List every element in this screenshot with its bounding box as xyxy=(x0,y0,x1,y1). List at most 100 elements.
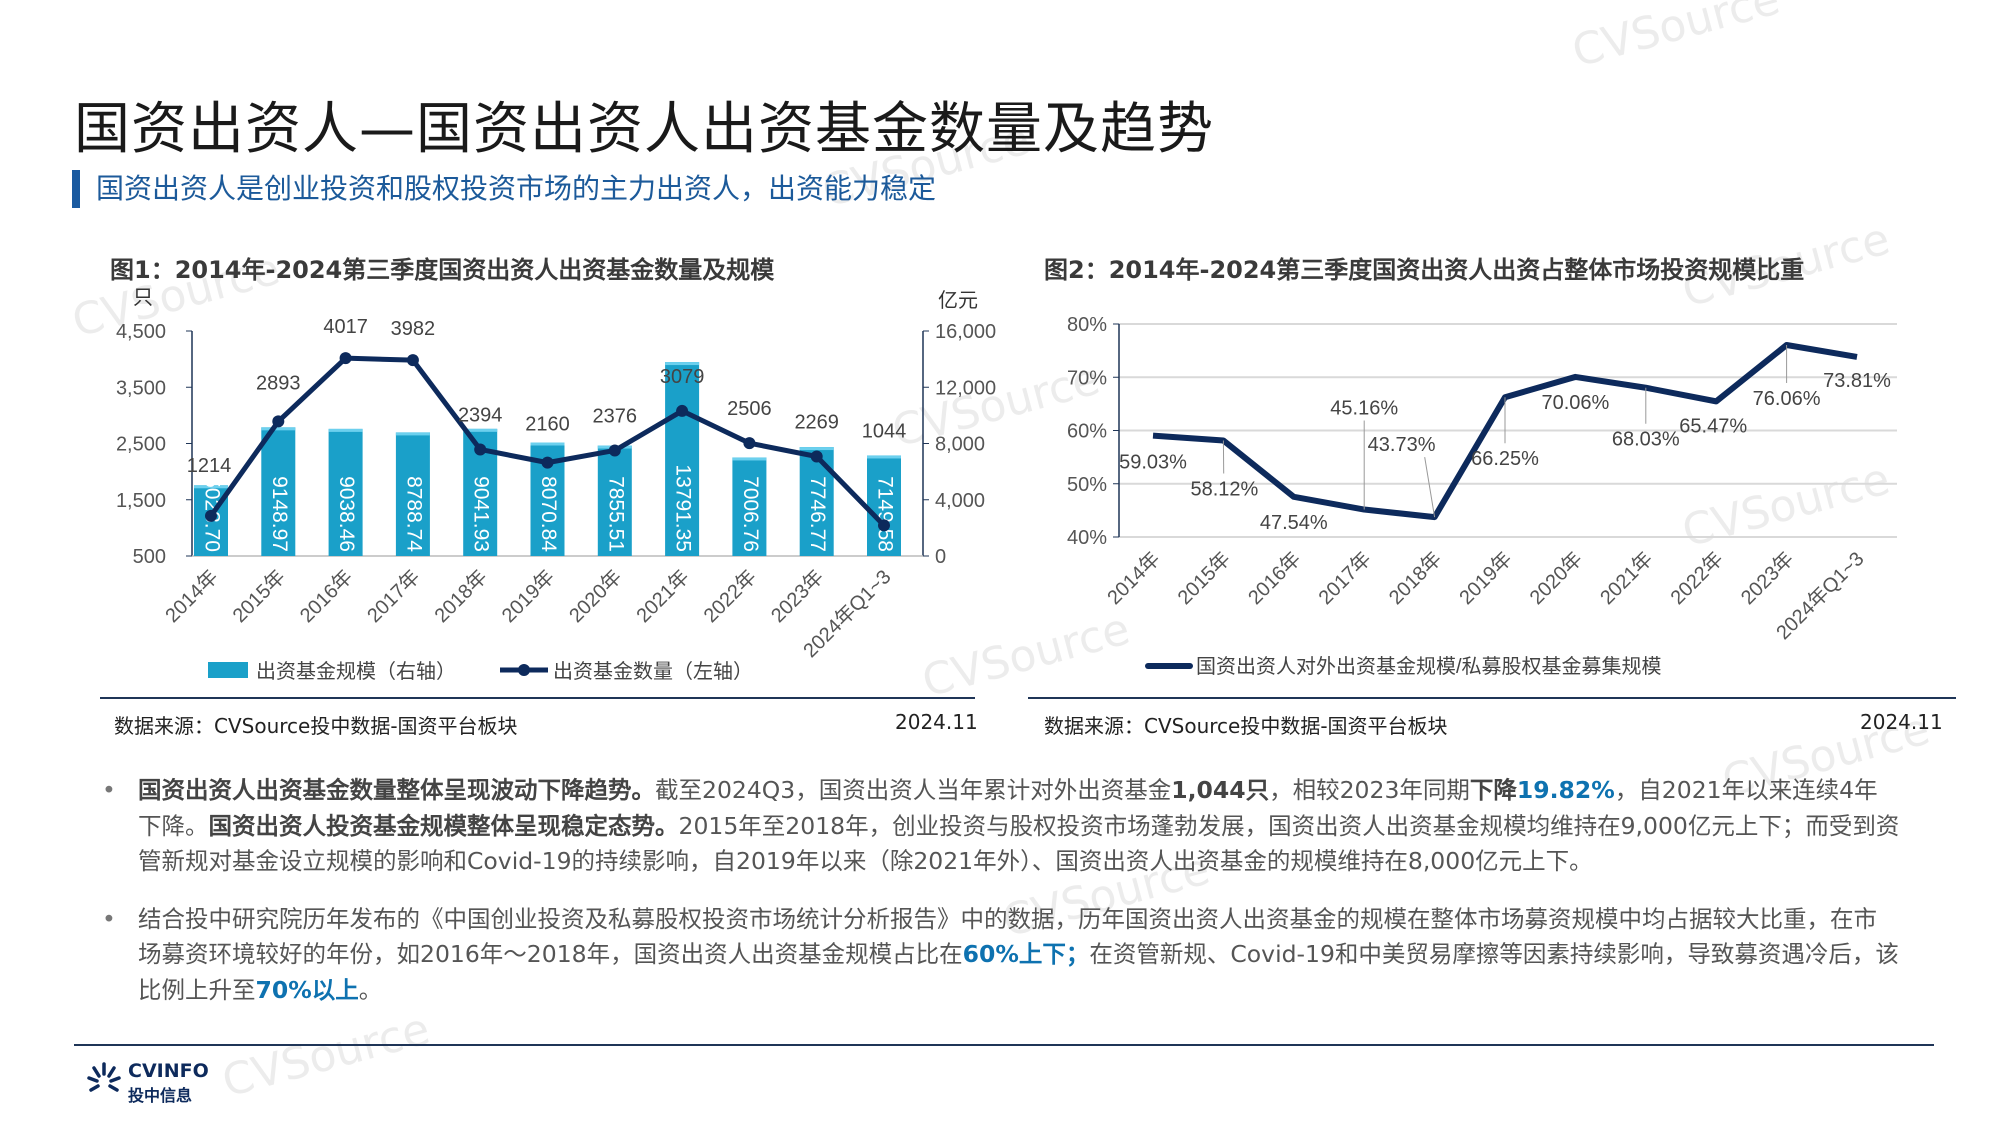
bullet-text: 国资出资人出资基金数量整体呈现波动下降趋势。截至2024Q3，国资出资人当年累计… xyxy=(138,776,1899,875)
ratio-label: 59.03% xyxy=(1119,452,1187,474)
ratio-label: 58.12% xyxy=(1190,479,1258,501)
bar-value-label: 7006.76 xyxy=(739,476,762,552)
count-label: 3982 xyxy=(391,318,436,340)
bar-top-highlight xyxy=(395,432,430,436)
right-tick-label: 8,000 xyxy=(935,434,985,456)
text-segment: 在资管新规、Covid-19和中美贸易摩擦等因素持续影响，导致募资遇冷后，该比例… xyxy=(138,940,1899,1004)
text-segment: 2015年至2018年，创业投资与股权投资市场蓬勃发展，国资出资人出资基金规模均… xyxy=(138,811,1900,876)
bar-value-label: 13791.35 xyxy=(672,464,695,552)
bold-text: 国资出资人出资基金数量整体呈现波动下降趋势。 xyxy=(138,776,655,804)
count-label: 3079 xyxy=(660,366,705,388)
ratio-label: 76.06% xyxy=(1753,388,1821,410)
y-tick-label: 70% xyxy=(1067,367,1107,389)
y-tick-label: 40% xyxy=(1067,527,1107,549)
subtitle-accent-bar xyxy=(72,170,80,208)
bar xyxy=(597,445,632,556)
legend-bar-label: 出资基金规模（右轴） xyxy=(256,660,456,683)
bullet-item-1: • 国资出资人出资基金数量整体呈现波动下降趋势。截至2024Q3，国资出资人当年… xyxy=(100,773,1900,880)
logo-cn-text: 投中信息 xyxy=(128,1086,193,1105)
count-label: 2160 xyxy=(525,414,570,436)
bar xyxy=(261,427,296,556)
bar-top-highlight xyxy=(328,428,363,432)
bar-value-label: 7149.58 xyxy=(873,476,896,552)
count-point xyxy=(205,509,217,522)
right-axis-unit: 亿元 xyxy=(938,289,978,312)
right-tick-label: 12,000 xyxy=(935,377,996,399)
bar-value-label: 8788.74 xyxy=(402,476,425,552)
ratio-label: 68.03% xyxy=(1612,429,1680,451)
bar-value-label: 7746.77 xyxy=(806,476,829,552)
ratio-label: 47.54% xyxy=(1260,512,1328,534)
y-tick-label: 80% xyxy=(1067,314,1107,336)
left-tick-label: 1,500 xyxy=(116,490,166,512)
bar-value-label: 8070.84 xyxy=(537,476,560,552)
chart2-source: 数据来源：CVSource投中数据-国资平台板块 xyxy=(1044,714,1448,738)
ratio-label: 66.25% xyxy=(1471,448,1539,470)
x-tick-label: 2017年 xyxy=(1314,547,1376,609)
chart1-divider xyxy=(100,697,975,699)
count-point xyxy=(406,354,419,367)
x-tick-label: 2018年 xyxy=(1384,547,1446,609)
text-segment: 。 xyxy=(358,975,383,1004)
highlight-text: 19.82% xyxy=(1516,776,1615,804)
chart1-source: 数据来源：CVSource投中数据-国资平台板块 xyxy=(114,714,518,738)
bullet-list: • 国资出资人出资基金数量整体呈现波动下降趋势。截至2024Q3，国资出资人当年… xyxy=(100,773,1900,1030)
left-axis-unit: 只 xyxy=(133,287,153,309)
bar-value-label: 9148.97 xyxy=(268,476,291,552)
bold-text: 下降 xyxy=(1469,776,1517,804)
bar xyxy=(395,432,430,556)
bar-top-highlight xyxy=(261,427,296,431)
left-tick-label: 500 xyxy=(133,546,166,568)
ratio-label: 73.81% xyxy=(1823,370,1891,392)
legend-bar-swatch xyxy=(208,662,248,678)
count-label: 2269 xyxy=(794,411,839,433)
ratio-label: 45.16% xyxy=(1330,398,1398,420)
bar-top-highlight xyxy=(463,428,498,432)
count-label: 1044 xyxy=(862,420,907,442)
bullet-item-2: • 结合投中研究院历年发布的《中国创业投资及私募股权投资市场统计分析报告》中的数… xyxy=(100,902,1900,1009)
legend-line-marker xyxy=(518,664,530,676)
text-segment: 截至2024Q3，国资出资人当年累计对外出资基金 xyxy=(655,776,1172,804)
y-tick-label: 60% xyxy=(1067,421,1107,443)
bullet-text: 结合投中研究院历年发布的《中国创业投资及私募股权投资市场统计分析报告》中的数据，… xyxy=(138,905,1899,1004)
legend-line-label: 国资出资人对外出资基金规模/私募股权基金募集规模 xyxy=(1196,655,1662,678)
count-point xyxy=(272,415,285,428)
x-tick-label: 2022年 xyxy=(1666,547,1728,609)
count-label: 2893 xyxy=(256,372,301,394)
bullet-dot: • xyxy=(102,776,116,804)
bold-text: 1,044只 xyxy=(1171,776,1270,804)
bar-top-highlight xyxy=(867,455,901,459)
count-point xyxy=(878,519,890,532)
x-tick-label: 2020年 xyxy=(1525,547,1587,609)
count-point xyxy=(810,450,823,463)
x-tick-label: 2019年 xyxy=(1455,547,1517,609)
right-tick-label: 0 xyxy=(935,546,946,568)
logo-mark-icon xyxy=(87,1062,121,1092)
highlight-text: 60%上下； xyxy=(962,940,1090,968)
x-tick-label: 2023年 xyxy=(1736,547,1798,609)
x-tick-label: 2014年 xyxy=(1103,547,1165,609)
left-tick-label: 4,500 xyxy=(116,321,166,343)
left-tick-label: 2,500 xyxy=(116,434,166,456)
left-tick-label: 3,500 xyxy=(116,377,166,399)
x-tick-label: 2015年 xyxy=(1173,547,1235,609)
count-label: 4017 xyxy=(323,316,368,338)
text-segment: 结合投中研究院历年发布的《中国创业投资及私募股权投资市场统计分析报告》中的数据，… xyxy=(138,904,1877,969)
chart2-divider xyxy=(1028,697,1956,699)
x-tick-label: 2016年 xyxy=(1243,547,1305,609)
count-label: 1214 xyxy=(187,455,232,477)
highlight-text: 70%以上 xyxy=(255,975,359,1004)
chart1-title: 图1：2014年-2024第三季度国资出资人出资基金数量及规模 xyxy=(110,256,775,284)
chart2-title: 图2：2014年-2024第三季度国资出资人出资占整体市场投资规模比重 xyxy=(1044,256,1805,284)
chart1-date: 2024.11 xyxy=(895,710,978,734)
count-point xyxy=(608,444,621,457)
label-leader-line xyxy=(1424,457,1436,518)
count-point xyxy=(541,456,554,469)
legend-line-label: 出资基金数量（左轴） xyxy=(553,660,753,683)
bar xyxy=(732,457,767,556)
logo-text: CVINFO xyxy=(128,1060,209,1082)
x-tick-label: 2021年 xyxy=(1595,547,1657,609)
ratio-label: 65.47% xyxy=(1679,415,1747,437)
ratio-label: 70.06% xyxy=(1541,392,1609,414)
